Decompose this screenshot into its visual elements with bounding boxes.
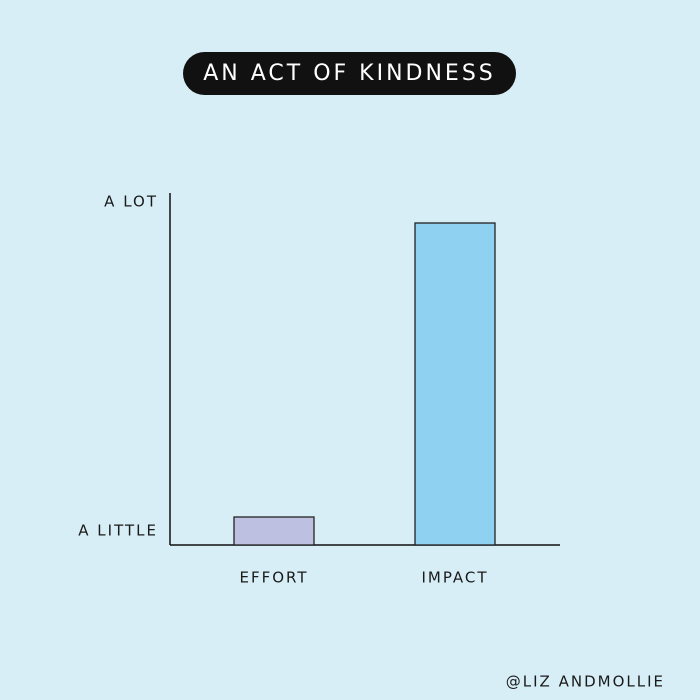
title-pill bbox=[183, 52, 516, 95]
x-tick-label: EFFORT bbox=[239, 569, 308, 587]
x-tick-label: IMPACT bbox=[421, 569, 488, 587]
chart-title: AN ACT OF KINDNESS bbox=[203, 61, 496, 86]
credit: @LIZ ANDMOLLIE bbox=[506, 673, 665, 691]
bar bbox=[233, 516, 315, 546]
y-tick-label: A LOT bbox=[104, 193, 158, 211]
bar bbox=[414, 222, 496, 546]
y-tick-label: A LITTLE bbox=[78, 522, 158, 540]
